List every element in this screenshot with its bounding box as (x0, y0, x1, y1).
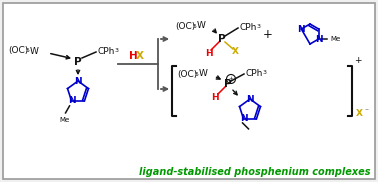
Text: P: P (224, 79, 232, 89)
Text: X: X (231, 48, 239, 56)
Text: CPh: CPh (98, 46, 115, 56)
Text: W: W (198, 70, 208, 78)
Text: CPh: CPh (240, 23, 257, 31)
Text: X: X (136, 51, 144, 61)
Text: ⁻: ⁻ (364, 106, 368, 116)
Text: (OC): (OC) (177, 70, 197, 78)
Text: N: N (74, 76, 82, 86)
Text: N: N (246, 94, 254, 104)
Text: N: N (297, 25, 305, 33)
Text: H: H (205, 48, 213, 58)
Text: Me: Me (331, 36, 341, 42)
Text: +: + (263, 27, 273, 41)
Text: +: + (229, 76, 233, 82)
Text: P: P (74, 57, 82, 67)
Text: CPh: CPh (246, 68, 263, 78)
Text: 3: 3 (257, 24, 261, 29)
Text: (OC): (OC) (8, 46, 28, 56)
Text: N: N (315, 35, 322, 43)
Text: H: H (129, 51, 137, 61)
Text: H: H (211, 92, 219, 102)
Text: 3: 3 (263, 70, 267, 75)
Text: P: P (218, 34, 226, 44)
Text: N: N (68, 96, 75, 105)
Text: X: X (356, 108, 363, 118)
Text: 3: 3 (115, 48, 119, 53)
Text: N: N (240, 114, 247, 123)
Text: 5: 5 (26, 48, 30, 54)
Text: ligand-stabilised phosphenium complexes: ligand-stabilised phosphenium complexes (139, 167, 371, 177)
Text: W: W (197, 21, 205, 31)
Text: (OC): (OC) (175, 21, 195, 31)
Text: +: + (354, 56, 361, 65)
Text: 5: 5 (195, 72, 199, 76)
Text: Me: Me (59, 117, 70, 123)
Text: W: W (29, 46, 39, 56)
Text: 5: 5 (193, 23, 197, 29)
